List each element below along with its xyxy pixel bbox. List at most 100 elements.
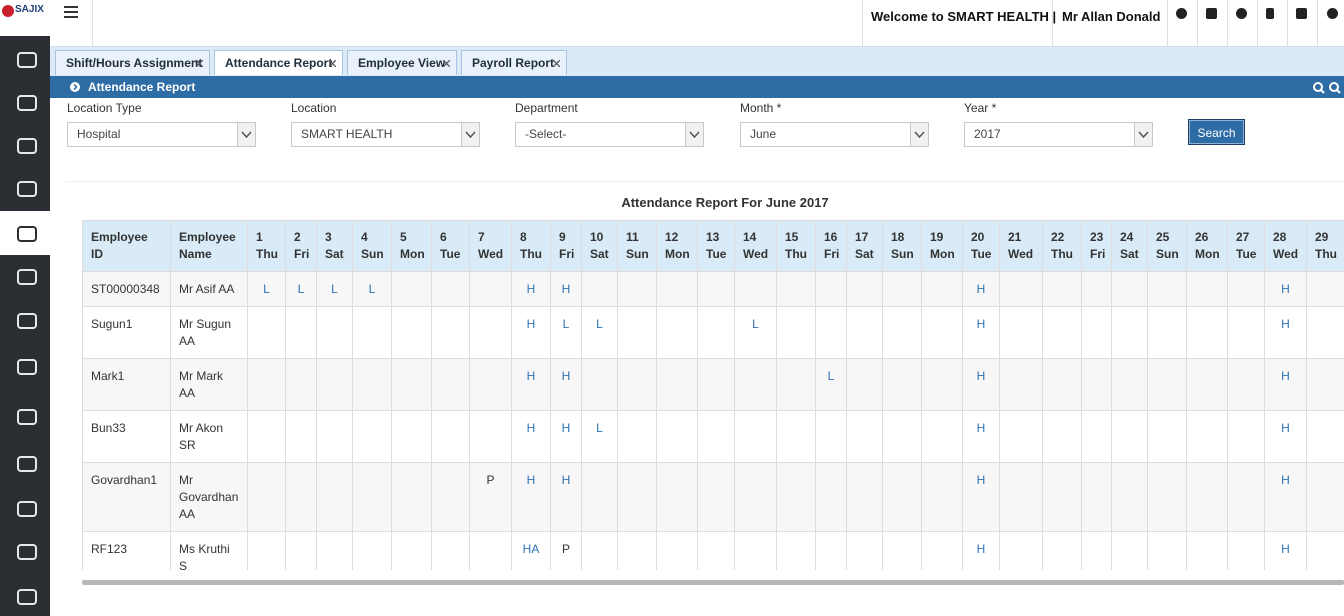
empty-cell <box>581 358 618 411</box>
select[interactable]: SMART HEALTH <box>291 122 480 147</box>
empty-cell <box>656 531 698 570</box>
empty-cell <box>1306 306 1344 359</box>
nav-icon[interactable] <box>17 589 37 605</box>
tab[interactable]: Employee View <box>347 50 457 75</box>
weekday: Sat <box>325 247 344 261</box>
tab[interactable]: Shift/Hours Assignment <box>55 50 210 75</box>
tab-close[interactable] <box>553 60 560 67</box>
day-header: 11 Sun <box>617 220 657 272</box>
zoom-icons[interactable] <box>1312 81 1344 94</box>
header-cell: Employee ID <box>82 220 171 272</box>
empty-cell <box>697 462 735 532</box>
select-arrow[interactable] <box>237 123 255 146</box>
nav-icon[interactable] <box>17 181 37 197</box>
employee-name: Mr Govardhan AA <box>170 462 248 532</box>
empty-cell <box>431 358 470 411</box>
status-cell: L <box>581 306 618 359</box>
empty-cell <box>1306 531 1344 570</box>
day-number: 21 <box>1008 230 1022 244</box>
select-arrow[interactable] <box>685 123 703 146</box>
nav-icon[interactable] <box>17 359 37 375</box>
empty-cell <box>697 410 735 463</box>
status-cell: H <box>1264 358 1307 411</box>
day-number: 8 <box>520 230 527 244</box>
empty-cell <box>697 271 735 307</box>
empty-cell <box>776 531 816 570</box>
logout-icon[interactable] <box>1296 8 1307 19</box>
empty-cell <box>247 531 286 570</box>
select-value: -Select- <box>525 127 567 141</box>
empty-cell <box>1042 271 1082 307</box>
tab-bar: Shift/Hours Assignment Attendance Report E… <box>50 47 1344 76</box>
empty-cell <box>469 271 512 307</box>
select[interactable]: Hospital <box>67 122 256 147</box>
select-arrow[interactable] <box>1134 123 1152 146</box>
employee-id: Sugun1 <box>82 306 171 359</box>
day-number: 2 <box>294 230 301 244</box>
key-icon[interactable] <box>1266 8 1274 19</box>
status-cell: H <box>550 462 582 532</box>
tab-close[interactable] <box>443 60 450 67</box>
status-cell: L <box>734 306 777 359</box>
status-cell: H <box>1264 306 1307 359</box>
header-row: Employee ID Employee Name 1 Thu 2 Fri 3 Sat 4 Sun… <box>82 220 1344 272</box>
select[interactable]: 2017 <box>964 122 1153 147</box>
status-cell: L <box>285 271 317 307</box>
empty-cell <box>882 358 922 411</box>
table-row: RF123 Ms Kruthi S HA P H H <box>82 531 1344 570</box>
settings-icon[interactable] <box>1327 8 1338 19</box>
day-number: 26 <box>1195 230 1209 244</box>
day-header: 23 Fri <box>1081 220 1112 272</box>
empty-cell <box>846 410 883 463</box>
empty-cell <box>1227 462 1265 532</box>
day-header: 1 Thu <box>247 220 286 272</box>
nav-icon[interactable] <box>17 409 37 425</box>
user-name[interactable]: Mr Allan Donald <box>1062 9 1161 24</box>
status-cell: H <box>550 410 582 463</box>
empty-cell <box>697 531 735 570</box>
nav-icon[interactable] <box>17 313 37 329</box>
empty-cell <box>285 358 317 411</box>
day-number: 22 <box>1051 230 1065 244</box>
tab[interactable]: Attendance Report <box>214 50 343 75</box>
nav-icon[interactable] <box>17 52 37 68</box>
select[interactable]: -Select- <box>515 122 704 147</box>
empty-cell <box>776 410 816 463</box>
empty-cell <box>617 462 657 532</box>
scrollbar[interactable] <box>82 580 1344 585</box>
empty-cell <box>1081 306 1112 359</box>
nav-icon[interactable] <box>17 95 37 111</box>
tab-close[interactable] <box>196 60 203 67</box>
select[interactable]: June <box>740 122 929 147</box>
table-body: ST00000348 Mr Asif AA L L L L H H H H Sugun1 Mr Sug… <box>82 271 1344 570</box>
tab[interactable]: Payroll Report <box>461 50 567 75</box>
weekday: Tue <box>706 247 727 261</box>
nav-icon[interactable] <box>17 226 37 242</box>
empty-cell <box>921 531 963 570</box>
nav-icon[interactable] <box>17 138 37 154</box>
weekday: Wed <box>1273 247 1299 261</box>
nav-icon[interactable] <box>17 501 37 517</box>
nav-icon[interactable] <box>17 544 37 560</box>
empty-cell <box>247 410 286 463</box>
empty-cell <box>1186 531 1228 570</box>
employee-id: ST00000348 <box>82 271 171 307</box>
select-arrow[interactable] <box>461 123 479 146</box>
nav-icon[interactable] <box>17 269 37 285</box>
select-arrow[interactable] <box>910 123 928 146</box>
thumb-icon[interactable] <box>1206 8 1217 19</box>
nav-icon[interactable] <box>17 456 37 472</box>
empty-cell <box>285 531 317 570</box>
info-icon[interactable] <box>1176 8 1187 19</box>
empty-cell <box>1081 462 1112 532</box>
tab-label: Payroll Report <box>472 56 555 70</box>
tab-close[interactable] <box>329 60 336 67</box>
search-button[interactable]: Search <box>1188 119 1245 145</box>
empty-cell <box>999 271 1043 307</box>
menu-toggle[interactable] <box>64 6 78 18</box>
active-item <box>0 211 50 255</box>
help-icon[interactable] <box>1236 8 1247 19</box>
weekday: Wed <box>743 247 769 261</box>
day-header: 26 Mon <box>1186 220 1228 272</box>
